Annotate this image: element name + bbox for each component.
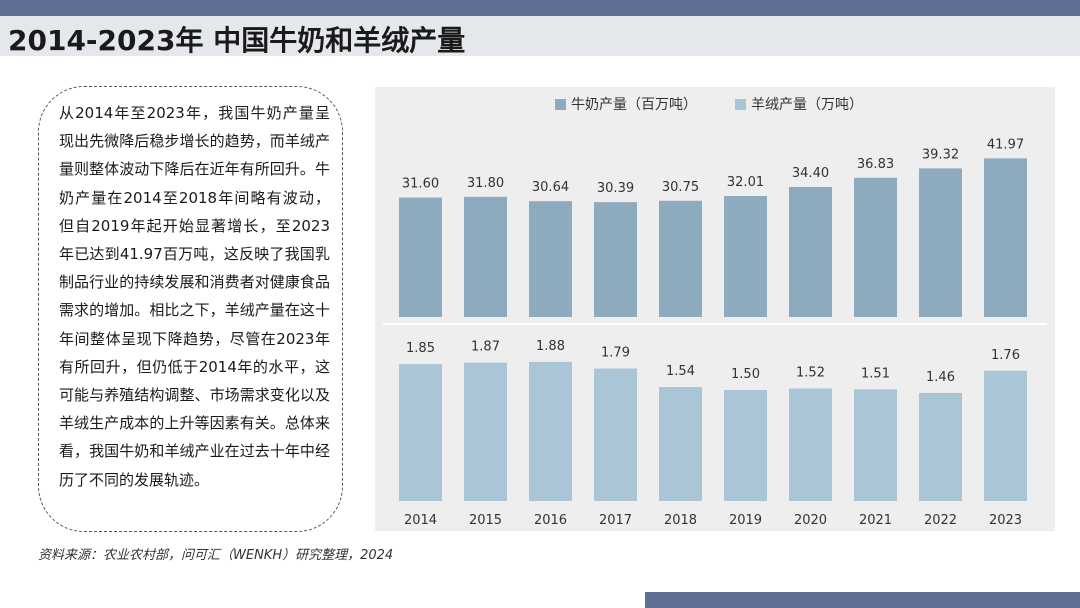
data-label-cashmere-2021: 1.51 xyxy=(861,366,890,381)
bar-cashmere-2023 xyxy=(984,370,1027,501)
data-label-cashmere-2014: 1.85 xyxy=(406,341,435,356)
bar-cashmere-2015 xyxy=(464,362,507,501)
bar-milk-2016 xyxy=(529,201,572,317)
x-tick-2022: 2022 xyxy=(924,513,957,528)
legend-swatch-cashmere xyxy=(735,99,746,110)
bottom-accent-bar xyxy=(645,592,1080,608)
x-tick-2015: 2015 xyxy=(469,513,502,528)
description-box: 从2014年至2023年，我国牛奶产量呈现出先微降后稳步增长的趋势，而羊绒产量则… xyxy=(38,86,343,532)
data-label-milk-2023: 41.97 xyxy=(987,137,1024,152)
bar-cashmere-2022 xyxy=(919,392,962,501)
data-label-milk-2019: 32.01 xyxy=(727,175,764,190)
bar-milk-2023 xyxy=(984,158,1027,317)
data-label-milk-2018: 30.75 xyxy=(662,180,699,195)
x-tick-2023: 2023 xyxy=(989,513,1022,528)
data-label-milk-2016: 30.64 xyxy=(532,180,569,195)
bar-cashmere-2018 xyxy=(659,387,702,501)
x-tick-2017: 2017 xyxy=(599,513,632,528)
x-tick-2018: 2018 xyxy=(664,513,697,528)
x-tick-2021: 2021 xyxy=(859,513,892,528)
x-tick-2014: 2014 xyxy=(404,513,437,528)
bar-milk-2019 xyxy=(724,196,767,317)
data-label-cashmere-2017: 1.79 xyxy=(601,346,630,361)
page-title: 2014-2023年 中国牛奶和羊绒产量 xyxy=(8,24,466,57)
bar-cashmere-2019 xyxy=(724,390,767,501)
data-label-cashmere-2023: 1.76 xyxy=(991,348,1020,363)
data-label-milk-2017: 30.39 xyxy=(597,181,634,196)
bar-cashmere-2021 xyxy=(854,389,897,501)
bar-milk-2017 xyxy=(594,202,637,317)
x-tick-2020: 2020 xyxy=(794,513,827,528)
legend-label-cashmere: 羊绒产量（万吨） xyxy=(751,97,863,113)
data-label-cashmere-2016: 1.88 xyxy=(536,339,565,354)
data-label-milk-2021: 36.83 xyxy=(857,157,894,172)
bar-milk-2021 xyxy=(854,177,897,317)
source-note: 资料来源：农业农村部，问可汇（WENKH）研究整理，2024 xyxy=(38,548,394,563)
data-label-cashmere-2018: 1.54 xyxy=(666,364,695,379)
bar-cashmere-2016 xyxy=(529,361,572,501)
title-band xyxy=(0,16,1080,56)
legend-label-milk: 牛奶产量（百万吨） xyxy=(571,97,697,113)
bar-milk-2014 xyxy=(399,197,442,317)
x-tick-2016: 2016 xyxy=(534,513,567,528)
top-accent-bar xyxy=(0,0,1080,16)
data-label-milk-2020: 34.40 xyxy=(792,166,829,181)
description-text: 从2014年至2023年，我国牛奶产量呈现出先微降后稳步增长的趋势，而羊绒产量则… xyxy=(59,104,330,489)
bar-milk-2020 xyxy=(789,186,832,317)
bar-milk-2015 xyxy=(464,196,507,317)
legend-swatch-milk xyxy=(555,99,566,110)
data-label-cashmere-2022: 1.46 xyxy=(926,370,955,385)
bar-cashmere-2014 xyxy=(399,364,442,501)
bar-cashmere-2017 xyxy=(594,368,637,501)
data-label-cashmere-2015: 1.87 xyxy=(471,340,500,355)
data-label-milk-2014: 31.60 xyxy=(402,177,439,192)
data-label-cashmere-2020: 1.52 xyxy=(796,366,825,381)
data-label-cashmere-2019: 1.50 xyxy=(731,367,760,382)
x-tick-2019: 2019 xyxy=(729,513,762,528)
bar-chart: 牛奶产量（百万吨） 羊绒产量（万吨） 31.60 31.80 30.64 30.39 30.… xyxy=(383,97,1047,528)
bar-milk-2022 xyxy=(919,168,962,317)
bar-cashmere-2020 xyxy=(789,388,832,501)
bar-milk-2018 xyxy=(659,200,702,317)
data-label-milk-2015: 31.80 xyxy=(467,176,504,191)
data-label-milk-2022: 39.32 xyxy=(922,147,959,162)
chart-panel: 牛奶产量（百万吨） 羊绒产量（万吨） 31.60 31.80 30.64 30.39 30.… xyxy=(375,87,1055,531)
